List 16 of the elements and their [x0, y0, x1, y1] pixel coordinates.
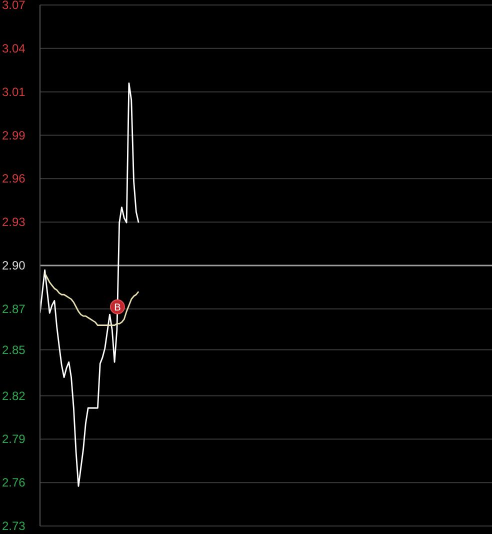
y-tick-label: 2.76 [2, 476, 26, 490]
y-tick-label: 3.01 [2, 84, 26, 99]
y-tick-label: 2.82 [2, 388, 26, 403]
annotation: B [114, 302, 122, 314]
y-tick-label: 3.07 [2, 0, 26, 12]
y-tick-label: 2.85 [2, 342, 26, 357]
y-tick-label: 2.99 [2, 128, 26, 142]
y-tick-label: 2.93 [2, 215, 26, 230]
y-tick-label: 2.90 [2, 258, 26, 272]
line-series [44, 272, 140, 326]
y-tick-label: 3.04 [2, 41, 26, 56]
y-tick-label: 2.79 [2, 432, 26, 446]
y-tick-label: 2.73 [2, 519, 26, 533]
y-tick-label: 2.96 [2, 172, 26, 186]
line-series [40, 82, 140, 487]
y-tick-label: 2.87 [2, 302, 26, 316]
